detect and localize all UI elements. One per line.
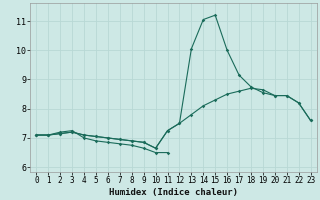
X-axis label: Humidex (Indice chaleur): Humidex (Indice chaleur) [109,188,238,197]
